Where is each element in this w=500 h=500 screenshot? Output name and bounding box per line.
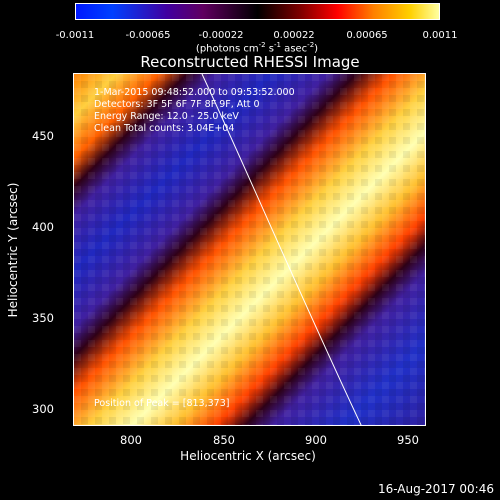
algorithm-label: Clean Total counts: 3.04E+04	[94, 123, 235, 134]
plot-timestamp: 16-Aug-2017 00:46	[377, 482, 494, 496]
solar-limb-line	[201, 74, 362, 425]
energy-range-label: Energy Range: 12.0 - 25.0 keV	[94, 111, 239, 122]
colorbar-tick: -0.0011	[55, 30, 95, 41]
colorbar-tick: -0.00022	[198, 30, 244, 41]
y-tick-label: 400	[32, 220, 54, 234]
colorbar-units: (photons cm-2 s-1 asec-2)	[195, 41, 319, 55]
detectors-label: Detectors: 3F 5F 6F 7F 8F 9F, Att 0	[94, 99, 260, 110]
x-tick-label: 850	[213, 433, 235, 447]
time-range-label: 1-Mar-2015 09:48:52.000 to 09:53:52.000	[94, 87, 295, 98]
x-tick-label: 800	[120, 433, 142, 447]
colorbar	[75, 3, 440, 20]
y-tick-label: 350	[32, 311, 54, 325]
y-tick-label: 300	[32, 402, 54, 416]
y-tick-label: 450	[32, 129, 54, 143]
x-axis-label: Heliocentric X (arcsec)	[180, 449, 316, 463]
colorbar-tick: -0.00065	[125, 30, 171, 41]
colorbar-tick: 0.0011	[422, 30, 458, 41]
colorbar-tick: 0.00022	[273, 30, 315, 41]
y-axis-label: Heliocentric Y (arcsec)	[6, 182, 20, 318]
plot-title: Reconstructed RHESSI Image	[140, 53, 360, 71]
reconstructed-image	[74, 74, 425, 425]
colorbar-tick: 0.00065	[346, 30, 388, 41]
x-tick-label: 900	[305, 433, 327, 447]
image-plot-area	[73, 73, 426, 426]
peak-position-label: Position of Peak = [813,373]	[94, 398, 230, 409]
x-tick-label: 950	[397, 433, 419, 447]
